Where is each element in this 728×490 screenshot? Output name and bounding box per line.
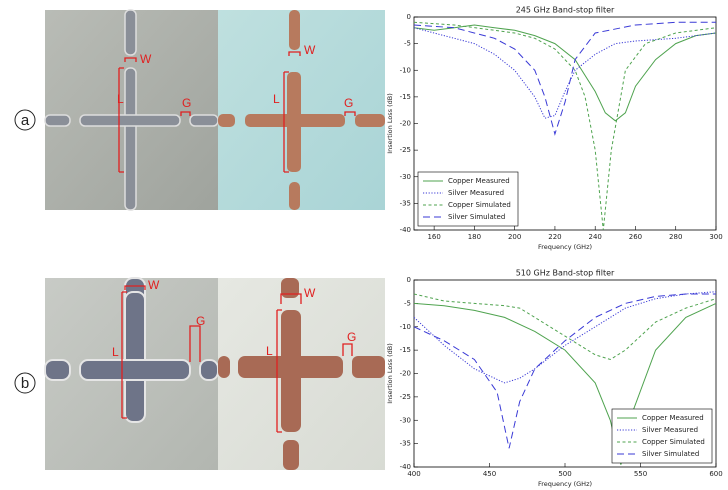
- legend-label: Silver Simulated: [642, 450, 699, 458]
- x-tick-label: 500: [558, 470, 571, 478]
- chart-title: 245 GHz Band-stop filter: [516, 6, 615, 15]
- series-line: [413, 291, 717, 384]
- y-tick-label: -30: [400, 173, 411, 181]
- y-tick-label: -10: [400, 323, 411, 331]
- series-line: [413, 24, 717, 122]
- panel-badge: [14, 109, 36, 131]
- y-tick-label: -40: [400, 463, 411, 471]
- dim-label: W: [304, 43, 316, 57]
- dim-label: W: [304, 286, 316, 300]
- series-line: [413, 293, 716, 449]
- dim-label: G: [347, 330, 356, 344]
- panel-label: a: [21, 112, 30, 129]
- y-tick-label: -10: [400, 66, 411, 74]
- x-tick-label: 400: [407, 470, 420, 478]
- dim-label: W: [148, 278, 160, 292]
- y-tick-label: -20: [400, 120, 411, 128]
- dim-label: L: [273, 92, 280, 106]
- chart-title: 510 GHz Band-stop filter: [516, 269, 615, 278]
- dim-label: G: [344, 96, 353, 110]
- y-tick-label: -35: [400, 199, 411, 207]
- y-tick-label: -30: [400, 416, 411, 424]
- y-tick-label: -15: [400, 346, 411, 354]
- x-tick-label: 220: [548, 233, 561, 241]
- x-axis-label: Frequency (GHz): [538, 480, 592, 488]
- y-axis-label: Insertion Loss (dB): [386, 343, 394, 404]
- y-tick-label: -25: [400, 146, 411, 154]
- x-tick-label: 600: [709, 470, 722, 478]
- dimension-markers: [118, 51, 356, 433]
- x-axis-label: Frequency (GHz): [538, 243, 592, 251]
- legend-label: Copper Simulated: [642, 438, 705, 446]
- x-tick-label: 200: [508, 233, 521, 241]
- dim-label: L: [266, 344, 273, 358]
- x-tick-label: 180: [468, 233, 481, 241]
- x-tick-label: 450: [483, 470, 496, 478]
- y-tick-label: -20: [400, 370, 411, 378]
- y-axis-label: Insertion Loss (dB): [386, 93, 394, 154]
- dim-label: L: [117, 92, 124, 106]
- legend-label: Silver Simulated: [448, 213, 505, 221]
- photo-a: [44, 9, 385, 211]
- y-tick-label: -25: [400, 393, 411, 401]
- dim-label: G: [196, 314, 205, 328]
- series-line: [413, 21, 716, 136]
- photo-b: [44, 277, 385, 470]
- x-tick-label: 300: [709, 233, 722, 241]
- x-tick-label: 160: [427, 233, 440, 241]
- x-tick-label: 280: [669, 233, 682, 241]
- legend-label: Copper Measured: [642, 414, 704, 422]
- x-tick-label: 260: [629, 233, 642, 241]
- y-tick-label: -35: [400, 440, 411, 448]
- legend-label: Silver Measured: [448, 189, 504, 197]
- legend-label: Copper Simulated: [448, 201, 511, 209]
- x-tick-label: 550: [634, 470, 647, 478]
- y-tick-label: -15: [400, 93, 411, 101]
- series-line: [413, 293, 717, 361]
- dim-label: L: [112, 345, 119, 359]
- y-tick-label: 0: [407, 276, 411, 284]
- series-line: [413, 27, 717, 119]
- y-tick-label: -5: [404, 299, 411, 307]
- series-line: [413, 302, 717, 465]
- legend-label: Copper Measured: [448, 177, 510, 185]
- dim-label: G: [182, 96, 191, 110]
- x-tick-label: 240: [589, 233, 602, 241]
- panel-label: b: [21, 375, 29, 392]
- legend-label: Silver Measured: [642, 426, 698, 434]
- panel-badge: [14, 372, 36, 394]
- dim-label: W: [140, 52, 152, 66]
- y-tick-label: -40: [400, 226, 411, 234]
- y-tick-label: 0: [407, 13, 411, 21]
- y-tick-label: -5: [404, 40, 411, 48]
